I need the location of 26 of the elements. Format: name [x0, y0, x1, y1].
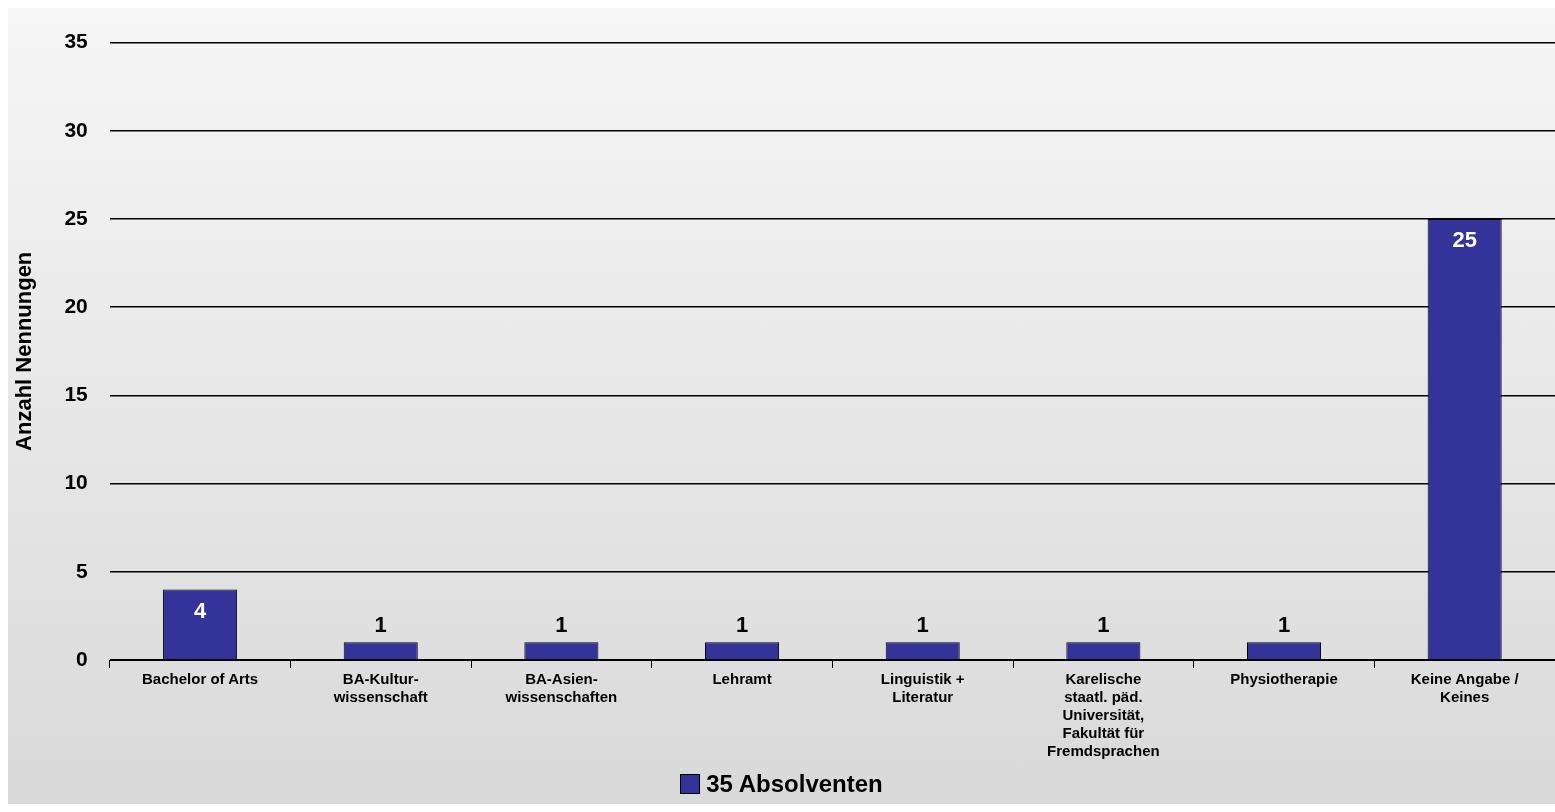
y-tick-label: 0	[76, 646, 88, 670]
y-axis-title: Anzahl Nennungen	[11, 251, 37, 451]
x-tick-label: BA-Asien- wissenschaften	[504, 670, 618, 706]
data-label: 1	[555, 612, 568, 638]
y-tick-label: 15	[64, 382, 89, 406]
y-tick-label: 10	[64, 470, 88, 494]
x-tick-label: Karelische staatl. päd. Universität, Fakultät für Fremdsprachen	[1047, 670, 1160, 760]
text: 35 Absolventen	[706, 770, 883, 798]
y-tick-label: 25	[64, 205, 89, 229]
y-tick-label: 20	[64, 294, 88, 317]
data-label: 25	[1452, 227, 1477, 253]
y-tick-label: 35	[64, 29, 89, 53]
y-tick-label: 30	[64, 117, 88, 141]
data-label: 1	[916, 612, 929, 638]
x-tick-label: BA-Kultur- wissenschaft	[332, 670, 428, 706]
data-label: 1	[735, 612, 749, 638]
data-label: 1	[374, 612, 387, 638]
x-tick-label: Linguistik + Literatur	[880, 670, 965, 706]
x-tick-label: Bachelor of Arts	[142, 670, 259, 688]
x-tick-label: Keine Angabe / Keines	[1410, 670, 1520, 706]
y-tick-label: 5	[76, 558, 89, 582]
x-tick-label: Physiotherapie	[1230, 670, 1338, 688]
data-label: 1	[1277, 612, 1291, 638]
x-tick-label: Lehramt	[712, 670, 772, 688]
data-label: 4	[193, 597, 207, 623]
data-label: 1	[1097, 612, 1110, 638]
